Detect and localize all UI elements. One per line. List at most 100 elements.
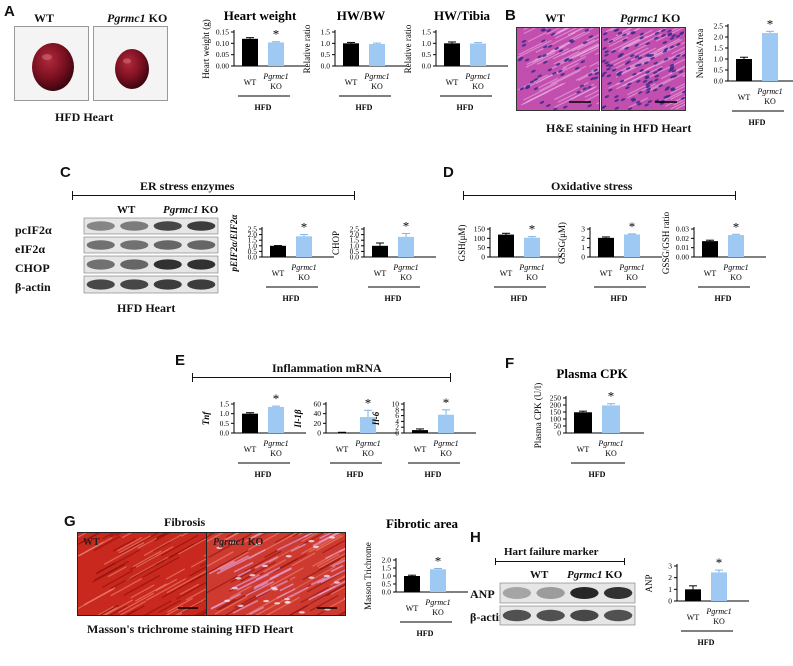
y-tick-label: 0.15 bbox=[216, 28, 229, 37]
y-tick-label: 0 bbox=[581, 253, 585, 262]
a-wt-label: WT bbox=[34, 11, 55, 25]
y-axis-label: Plasma CPK (U/l) bbox=[533, 383, 543, 449]
group-label: HFD bbox=[589, 470, 606, 479]
panel-label-e: E bbox=[175, 352, 186, 369]
panel-label-h: H bbox=[470, 529, 481, 546]
panel-label-c: C bbox=[60, 164, 71, 181]
g-wt-label: WT bbox=[83, 537, 100, 548]
y-tick-label: 0.00 bbox=[676, 253, 689, 262]
y-tick-label: 0.0 bbox=[350, 253, 360, 262]
b-ko-label: Pgrmc1 KO bbox=[620, 11, 681, 25]
e-header-bracket bbox=[192, 377, 451, 378]
x-label-ko-gene: Pgrmc1 bbox=[424, 598, 450, 607]
bar-ko bbox=[711, 572, 727, 601]
y-tick-label: 1.5 bbox=[248, 236, 258, 245]
y-tick-label: 10 bbox=[392, 400, 400, 409]
x-label-ko: KO bbox=[270, 449, 282, 458]
x-label-ko: KO bbox=[626, 273, 638, 282]
bar-ko bbox=[624, 234, 640, 257]
group-label: HFD bbox=[457, 103, 474, 112]
x-label-ko: KO bbox=[270, 82, 282, 91]
h-header: Hart failure marker bbox=[504, 546, 599, 558]
x-label-ko-gene: Pgrmc1 bbox=[597, 439, 623, 448]
y-tick-label: 50 bbox=[554, 422, 562, 431]
significance-star: * bbox=[733, 219, 740, 234]
y-tick-label: 2.5 bbox=[350, 225, 360, 234]
y-tick-label: 40 bbox=[314, 409, 322, 418]
d-header-bracket bbox=[463, 195, 736, 196]
y-tick-label: 2.5 bbox=[248, 225, 258, 234]
y-tick-label: 1.5 bbox=[422, 28, 432, 37]
bar-ko bbox=[762, 33, 778, 81]
bar-wt bbox=[372, 245, 388, 257]
a-caption: HFD Heart bbox=[55, 110, 114, 124]
y-tick-label: 1.0 bbox=[382, 572, 392, 581]
chart-title: Heart weight bbox=[224, 8, 297, 23]
bar-wt bbox=[404, 576, 420, 592]
c-row-label-0: pcIF2α bbox=[15, 223, 52, 237]
y-tick-label: 0.0 bbox=[714, 77, 724, 86]
y-tick-label: 0 bbox=[481, 253, 485, 262]
panel-label-d: D bbox=[443, 164, 454, 181]
x-label-wt: WT bbox=[577, 445, 590, 454]
significance-star: * bbox=[443, 395, 450, 410]
y-axis-label: Relative ratio bbox=[302, 24, 312, 73]
group-label: HFD bbox=[511, 294, 528, 303]
significance-star: * bbox=[529, 222, 536, 237]
g-ko-label: Pgrmc1 KO bbox=[213, 537, 264, 548]
y-tick-label: 2.5 bbox=[714, 22, 724, 31]
c-row-label-3: β-actin bbox=[15, 280, 51, 294]
x-label-ko: KO bbox=[400, 273, 412, 282]
bar-wt bbox=[574, 412, 592, 433]
group-label: HFD bbox=[715, 294, 732, 303]
x-label-wt: WT bbox=[414, 445, 427, 454]
y-tick-label: 2 bbox=[668, 573, 672, 582]
y-tick-label: 0.02 bbox=[676, 234, 689, 243]
significance-star: * bbox=[608, 389, 615, 404]
c-row-label-1: eIF2α bbox=[15, 242, 46, 256]
x-label-wt: WT bbox=[272, 269, 285, 278]
y-tick-label: 6 bbox=[395, 411, 399, 420]
significance-star: * bbox=[365, 395, 372, 410]
panel-label-a: A bbox=[4, 3, 15, 20]
panel-label-g: G bbox=[64, 513, 76, 530]
y-tick-label: 0.5 bbox=[321, 50, 331, 59]
x-label-ko: KO bbox=[605, 449, 617, 458]
h-row-label-0: ANP bbox=[470, 587, 495, 601]
significance-star: * bbox=[767, 16, 774, 31]
y-tick-label: 0.0 bbox=[321, 62, 331, 71]
y-tick-label: 2.0 bbox=[248, 230, 258, 239]
y-tick-label: 60 bbox=[314, 400, 322, 409]
bar-ko bbox=[369, 44, 385, 66]
x-label-ko: KO bbox=[713, 617, 725, 626]
x-label-wt: WT bbox=[600, 269, 613, 278]
y-tick-label: 1.0 bbox=[248, 241, 258, 250]
x-label-wt: WT bbox=[704, 269, 717, 278]
a-wt-heart-photo bbox=[14, 26, 89, 101]
significance-star: * bbox=[716, 555, 723, 570]
x-label-ko: KO bbox=[432, 608, 444, 617]
y-axis-label: pEIF2α/EIF2α bbox=[229, 213, 239, 272]
bar-wt bbox=[444, 43, 460, 66]
y-axis-label: GSH(μM) bbox=[457, 225, 467, 262]
x-label-ko-gene: Pgrmc1 bbox=[722, 263, 748, 272]
y-tick-label: 20 bbox=[314, 419, 322, 428]
x-label-ko-gene: Pgrmc1 bbox=[756, 87, 782, 96]
bar-wt bbox=[270, 245, 286, 257]
x-label-ko: KO bbox=[472, 82, 484, 91]
y-tick-label: 0.5 bbox=[350, 247, 360, 256]
x-label-wt: WT bbox=[345, 78, 358, 87]
bar-ko bbox=[524, 237, 540, 257]
chart-gssg-gsh-ratio: 0.000.010.020.03 GSSG/GSH ratio * WT Pgrmc1K… bbox=[661, 211, 766, 303]
y-tick-label: 1.5 bbox=[220, 400, 230, 409]
y-tick-label: 50 bbox=[478, 243, 486, 252]
b-caption: H&E staining in HFD Heart bbox=[546, 121, 692, 135]
x-label-ko: KO bbox=[764, 97, 776, 106]
bar-wt bbox=[736, 59, 752, 81]
bar-wt bbox=[242, 413, 258, 433]
x-label-ko-gene: Pgrmc1 bbox=[354, 439, 380, 448]
group-label: HFD bbox=[698, 638, 715, 647]
bar-wt bbox=[498, 234, 514, 257]
